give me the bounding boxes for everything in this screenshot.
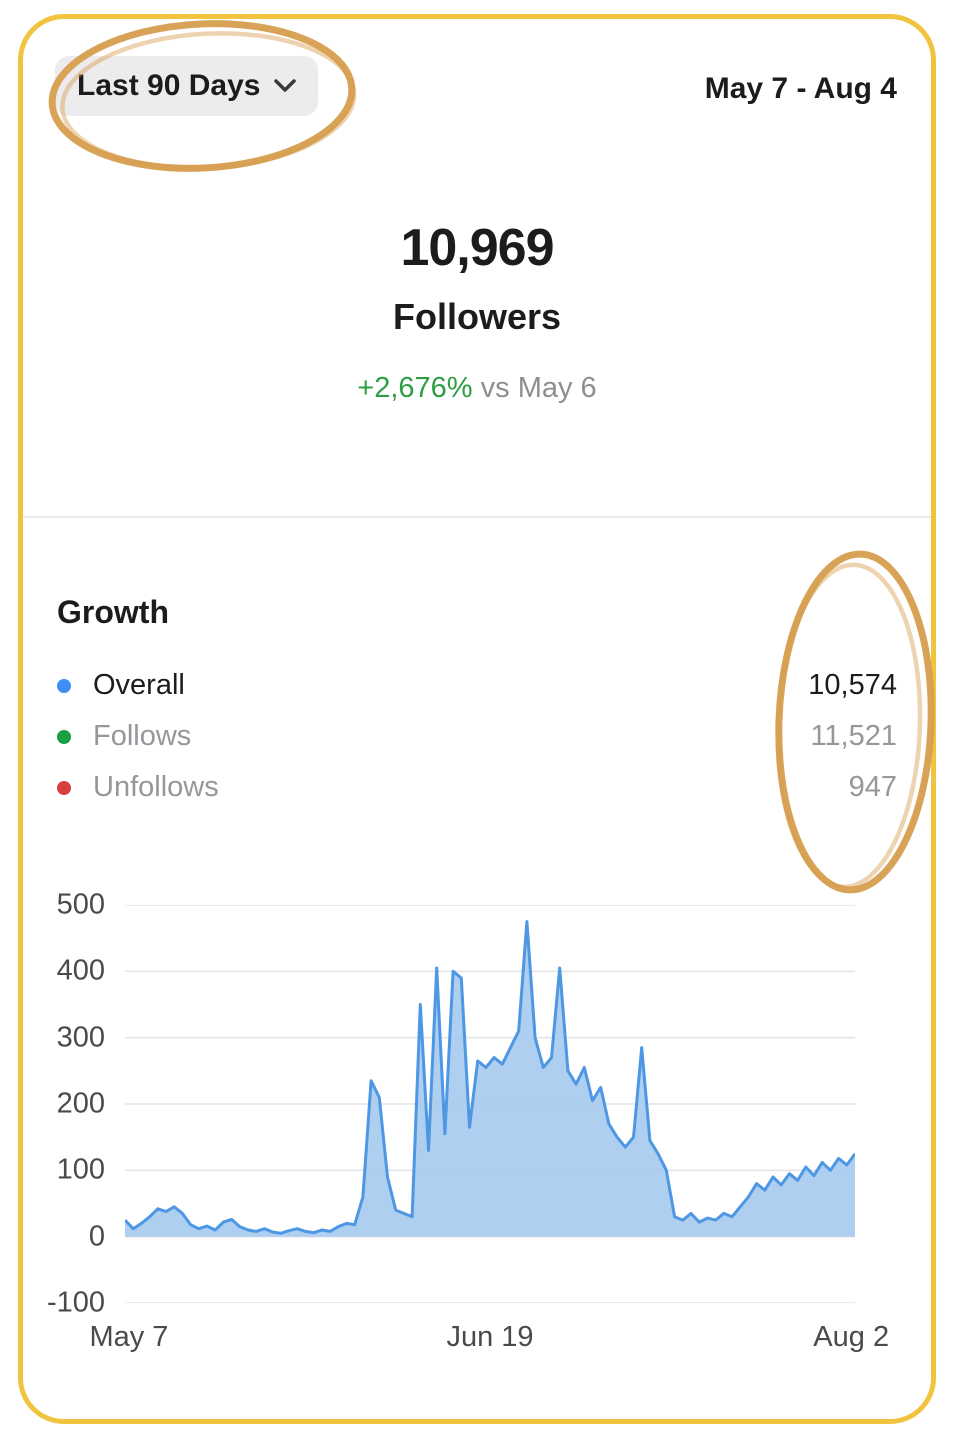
followers-label: Followers: [392, 296, 562, 337]
growth-section-title: Growth: [57, 594, 169, 630]
area-series: [125, 921, 855, 1237]
section-divider: [22, 516, 932, 518]
legend-label: Unfollows: [93, 771, 219, 803]
growth-legend: Overall 10,574 Follows 11,521 Unfollows …: [57, 660, 897, 813]
followers-count: 10,969: [400, 219, 554, 277]
y-axis-label: -100: [46, 1286, 105, 1319]
legend-label: Follows: [93, 720, 192, 752]
period-label: Last 90 Days: [77, 69, 261, 102]
change-comparison: vs May 6: [480, 372, 597, 404]
legend-label: Overall: [93, 669, 185, 701]
period-selector[interactable]: Last 90 Days: [55, 56, 319, 116]
legend-row-unfollows[interactable]: Unfollows 947: [57, 762, 897, 813]
unfollows-series-dot-icon: [57, 780, 71, 795]
chevron-down-icon: [274, 79, 297, 93]
legend-value: 10,574: [808, 669, 897, 701]
y-axis-label: 300: [56, 1021, 105, 1054]
x-axis-label: Jun 19: [446, 1321, 534, 1353]
change-percent: +2,676%: [357, 372, 473, 404]
followers-change: +2,676% vs May 6: [0, 372, 954, 405]
date-range-label: May 7 - Aug 4: [704, 72, 897, 105]
line-series: [125, 920, 855, 1235]
y-axis-label: 100: [56, 1153, 105, 1186]
y-axis-label: 500: [56, 888, 105, 921]
follows-series-dot-icon: [57, 729, 71, 744]
y-axis-label: 200: [56, 1087, 105, 1120]
legend-row-overall[interactable]: Overall 10,574: [57, 660, 897, 711]
legend-value: 11,521: [810, 720, 897, 752]
x-axis-label: May 7: [89, 1321, 169, 1353]
overall-series-dot-icon: [57, 678, 71, 693]
y-axis-label: 0: [88, 1220, 105, 1253]
x-axis-label: Aug 2: [813, 1321, 890, 1353]
y-axis: 500 400 300 200 100 0 -100: [0, 889, 105, 1319]
x-axis: May 7 Jun 19 Aug 2: [89, 1321, 889, 1361]
growth-chart: 500 400 300 200 100 0 -100 May 7 Jun 19 …: [0, 888, 954, 1388]
legend-row-follows[interactable]: Follows 11,521: [57, 711, 897, 762]
legend-value: 947: [848, 771, 897, 803]
chart-plot-area[interactable]: [125, 905, 855, 1303]
y-axis-label: 400: [56, 954, 105, 987]
